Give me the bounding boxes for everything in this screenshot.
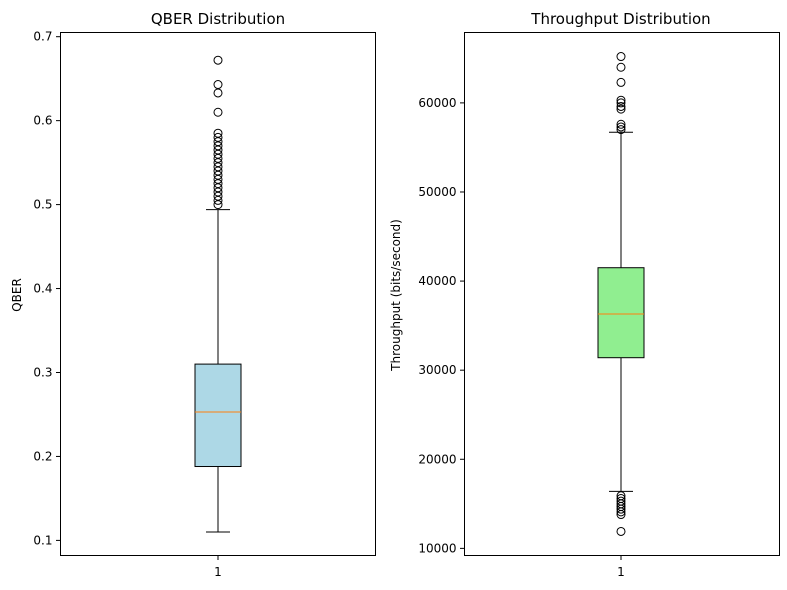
qber-chart-title: QBER Distribution (151, 10, 285, 28)
throughput-box-elements (597, 131, 645, 492)
throughput-y-tick-label: 40000 (418, 274, 456, 288)
throughput-outlier-point (616, 101, 626, 111)
qber-outlier-point (213, 128, 223, 138)
throughput-outlier-point (616, 526, 626, 536)
qber-outlier-point (213, 80, 223, 90)
qber-outlier-point (213, 88, 223, 98)
throughput-outlier-point (616, 122, 626, 132)
throughput-chart-title: Throughput Distribution (530, 10, 710, 28)
throughput-y-tick-label: 60000 (418, 96, 456, 110)
qber-outliers (213, 55, 223, 210)
qber-x-tick-label: 1 (214, 565, 222, 579)
throughput-outliers (616, 52, 626, 536)
throughput-y-tick-label: 10000 (418, 541, 456, 555)
qber-outlier-point (213, 55, 223, 65)
throughput-outlier-point (616, 52, 626, 62)
throughput-outlier-point (616, 493, 626, 503)
qber-y-tick-label: 0.4 (33, 282, 52, 296)
throughput-y-tick-label: 30000 (418, 363, 456, 377)
throughput-outlier-point (616, 98, 626, 108)
throughput-y-ticks: 10000 20000 30000 40000 50000 60000 (418, 96, 465, 555)
throughput-y-axis-label: Throughput (bits/second) (389, 219, 403, 372)
throughput-y-tick-label: 20000 (418, 452, 456, 466)
qber-y-tick-label: 0.2 (33, 449, 52, 463)
qber-y-tick-label: 0.6 (33, 114, 52, 128)
qber-y-axis-label: QBER (10, 278, 24, 312)
throughput-outlier-point (616, 496, 626, 506)
qber-y-tick-label: 0.1 (33, 533, 52, 547)
throughput-y-tick-label: 50000 (418, 185, 456, 199)
qber-boxplot-panel: QBER Distribution QBER 0.10.20.30.40.50.… (10, 10, 376, 579)
qber-y-tick-label: 0.7 (33, 30, 52, 44)
throughput-boxplot-panel: Throughput Distribution Throughput (bits… (389, 10, 780, 579)
throughput-outlier-point (616, 125, 626, 135)
throughput-outlier-point (616, 119, 626, 129)
throughput-outlier-point (616, 77, 626, 87)
throughput-plot-frame (464, 32, 780, 556)
throughput-outlier-point (616, 95, 626, 105)
qber-outlier-point (213, 107, 223, 117)
qber-y-tick-label: 0.5 (33, 198, 52, 212)
qber-outlier-point (213, 132, 223, 142)
throughput-iqr-box (597, 267, 645, 359)
qber-y-tick-label: 0.3 (33, 365, 52, 379)
qber-box-elements (194, 209, 242, 533)
throughput-outlier-point (616, 62, 626, 72)
throughput-x-tick-label: 1 (617, 565, 625, 579)
throughput-outlier-point (616, 491, 626, 501)
qber-iqr-box (194, 363, 242, 468)
throughput-outlier-point (616, 104, 626, 114)
qber-y-ticks: 0.1 0.2 0.3 0.4 0.5 0.6 0.7 (33, 30, 61, 547)
